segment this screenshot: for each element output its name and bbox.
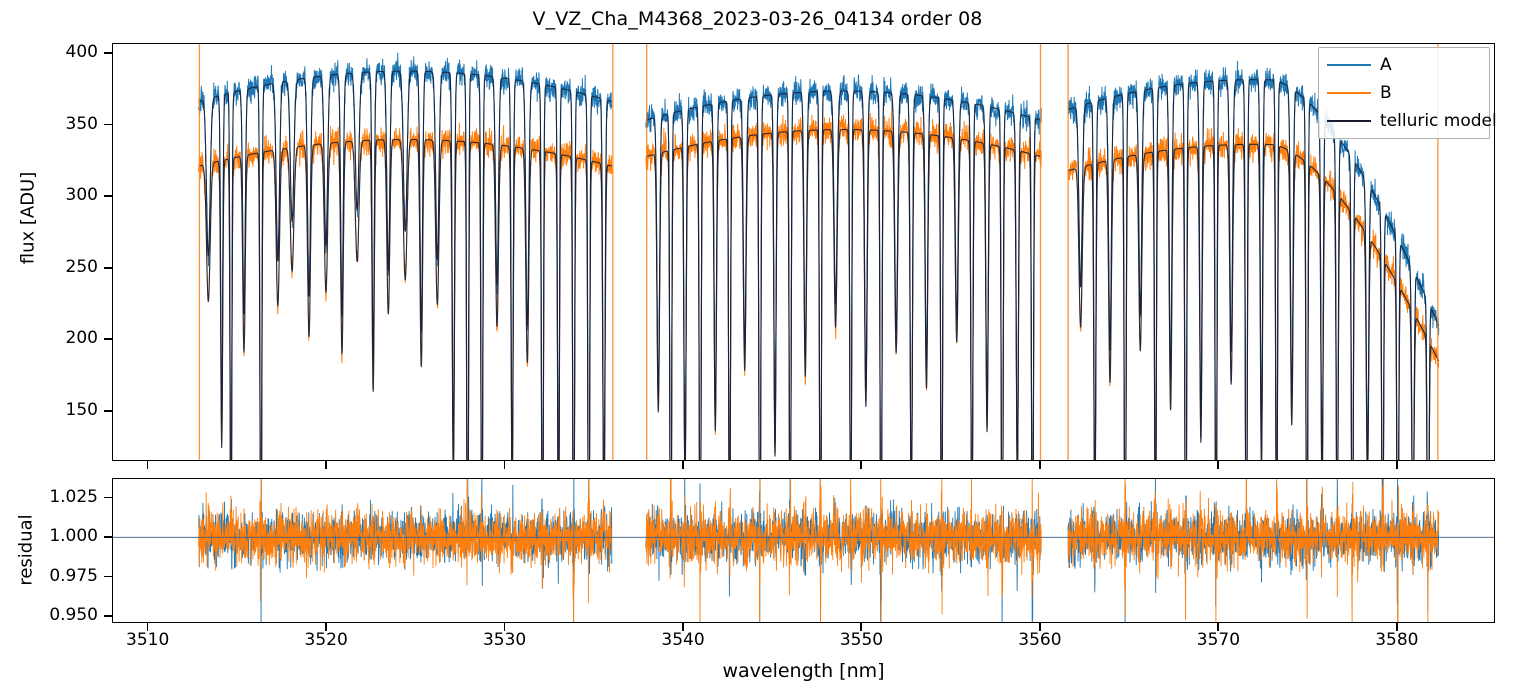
y-tick-label-flux: 400: [65, 42, 98, 63]
telluric-model-a: [645, 90, 1042, 460]
x-tick-mark: [146, 461, 149, 469]
y-tick-label-residual: 0.975: [49, 565, 98, 586]
x-tick-mark: [1395, 461, 1398, 469]
x-tick-mark: [503, 461, 506, 469]
x-tick-mark: [860, 623, 863, 631]
x-tick-label: 3550: [839, 630, 884, 650]
x-axis-label: wavelength [nm]: [722, 660, 885, 682]
y-tick-label-residual: 0.950: [49, 604, 98, 625]
y-tick-label-residual: 1.025: [49, 486, 98, 507]
residual-panel: [112, 478, 1495, 623]
y-tick-label-flux: 200: [65, 328, 98, 349]
y-tick-mark: [104, 338, 112, 341]
flux-series-b: [198, 122, 613, 460]
x-tick-mark: [325, 623, 327, 631]
x-tick-label: 3530: [482, 630, 527, 650]
x-tick-mark: [682, 623, 684, 631]
residual-plot-area: [113, 479, 1494, 622]
telluric-model-b: [198, 138, 613, 460]
x-tick-mark: [146, 623, 149, 631]
flux-panel: [112, 43, 1495, 461]
x-tick-mark: [682, 461, 684, 469]
y-tick-label-flux: 350: [65, 113, 98, 134]
x-tick-label: 3540: [661, 630, 705, 650]
legend-label-a: A: [1380, 55, 1392, 75]
x-tick-mark: [1217, 623, 1220, 631]
flux-series-b: [645, 109, 1042, 460]
y-tick-mark: [104, 614, 112, 617]
y-tick-mark: [104, 123, 112, 126]
x-tick-label: 3580: [1375, 630, 1419, 650]
legend-label-telluric: telluric model: [1380, 111, 1497, 131]
legend-swatch-telluric: [1327, 120, 1371, 122]
y-axis-label-flux: flux [ADU]: [17, 171, 39, 265]
x-tick-mark: [503, 623, 506, 631]
x-tick-mark: [1038, 623, 1041, 631]
x-tick-label: 3520: [304, 630, 348, 650]
telluric-model-a: [1067, 79, 1440, 460]
legend-item-b: B: [1327, 80, 1392, 106]
y-tick-mark: [104, 496, 112, 499]
legend: A B telluric model: [1318, 47, 1497, 139]
y-tick-label-flux: 150: [65, 399, 98, 420]
y-tick-mark: [104, 409, 112, 412]
residual-series-b: [198, 479, 613, 622]
y-tick-label-flux: 300: [65, 185, 98, 206]
x-tick-label: 3510: [126, 630, 170, 650]
figure-title: V_VZ_Cha_M4368_2023-03-26_04134 order 08: [532, 8, 983, 30]
legend-swatch-b: [1327, 92, 1371, 94]
y-tick-label-flux: 250: [65, 256, 98, 277]
flux-plot-area: [198, 44, 1440, 460]
x-tick-mark: [325, 461, 327, 469]
telluric-model-b: [1067, 143, 1440, 460]
y-tick-mark: [104, 52, 112, 54]
y-tick-mark: [104, 195, 112, 197]
y-tick-mark: [104, 266, 112, 269]
flux-series-a: [1067, 60, 1440, 460]
legend-item-telluric: telluric model: [1327, 108, 1497, 134]
y-tick-mark: [104, 536, 112, 538]
y-tick-label-residual: 1.000: [49, 526, 98, 547]
x-tick-mark: [1395, 623, 1398, 631]
x-tick-mark: [860, 461, 863, 469]
telluric-model-a: [198, 70, 613, 460]
legend-swatch-a: [1327, 64, 1371, 66]
y-tick-mark: [104, 575, 112, 578]
flux-series-b: [1067, 127, 1440, 460]
x-tick-label: 3570: [1196, 630, 1241, 650]
residual-series-b: [645, 479, 1042, 622]
telluric-model-b: [645, 128, 1042, 460]
x-tick-mark: [1038, 461, 1041, 469]
residual-series-b: [1067, 479, 1440, 622]
x-tick-label: 3560: [1018, 630, 1062, 650]
x-tick-mark: [1217, 461, 1220, 469]
legend-item-a: A: [1327, 52, 1392, 78]
legend-label-b: B: [1380, 83, 1392, 103]
